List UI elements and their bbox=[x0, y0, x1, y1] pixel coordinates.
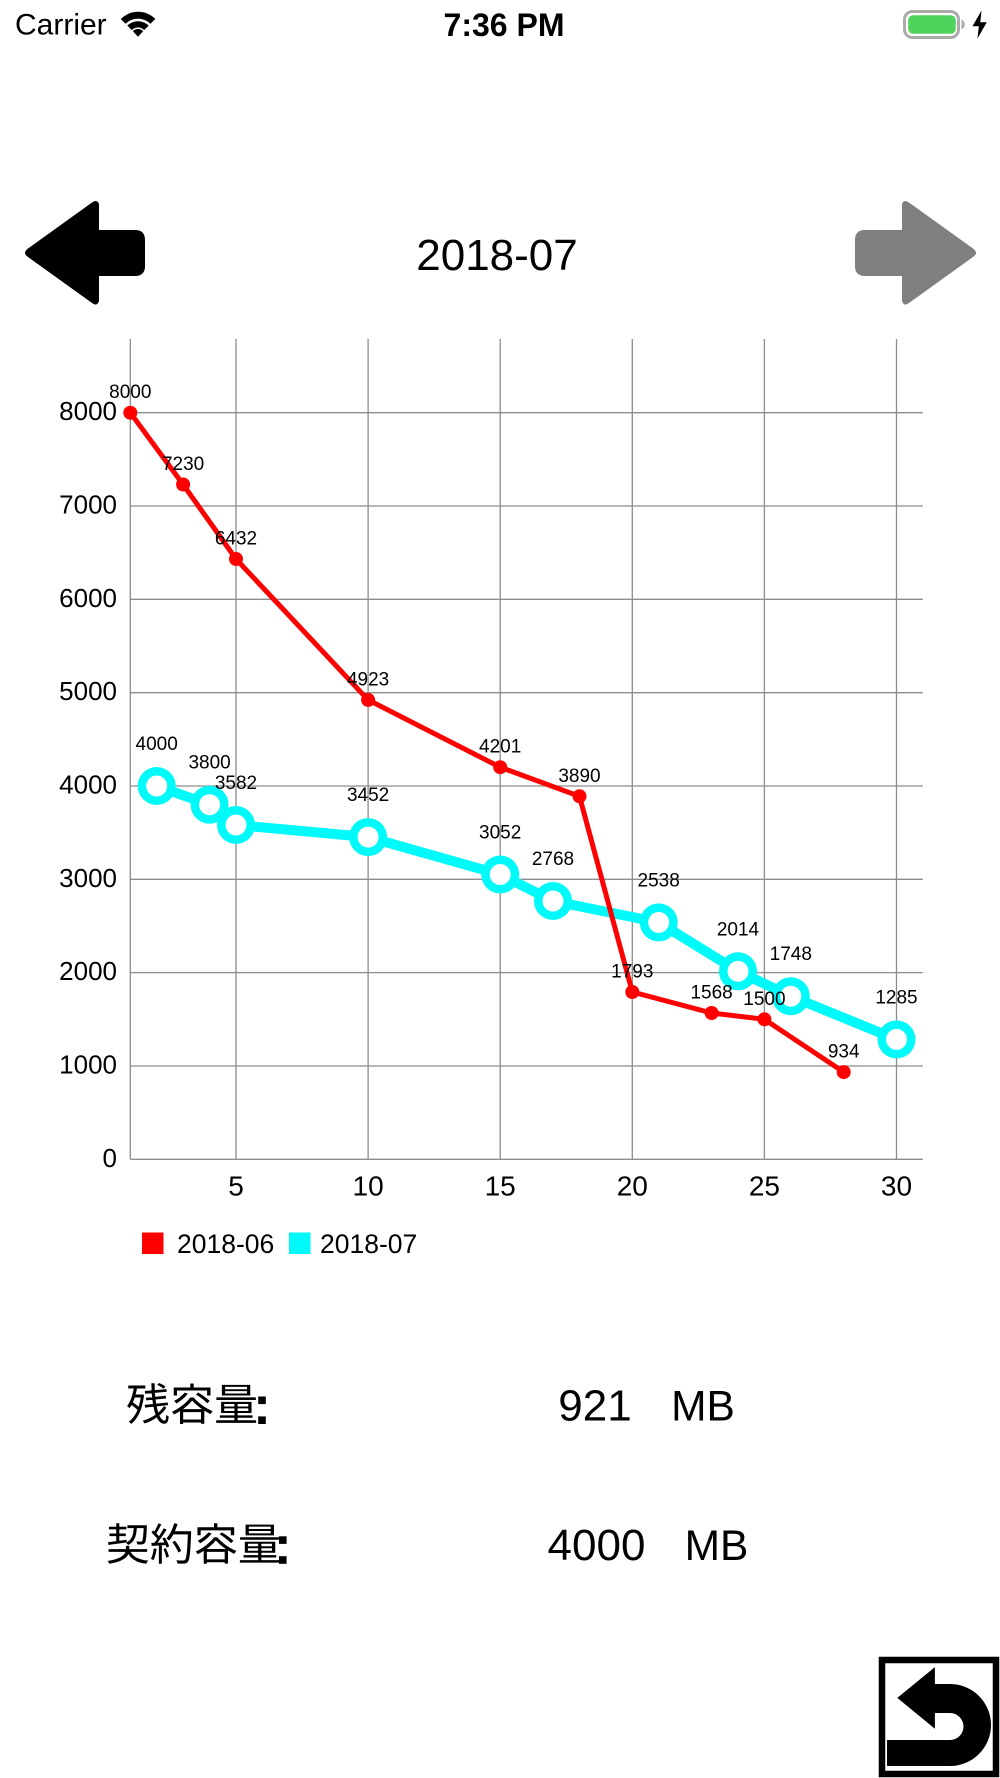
svg-text:3582: 3582 bbox=[215, 773, 257, 794]
svg-text:2768: 2768 bbox=[532, 849, 574, 870]
svg-text:4201: 4201 bbox=[479, 737, 521, 758]
svg-text:6432: 6432 bbox=[215, 529, 257, 550]
svg-text:MB: MB bbox=[685, 1523, 749, 1570]
svg-text:7000: 7000 bbox=[59, 490, 117, 520]
svg-text:15: 15 bbox=[485, 1171, 516, 1202]
svg-text:25: 25 bbox=[749, 1171, 780, 1202]
svg-text:1748: 1748 bbox=[770, 944, 812, 965]
svg-text:921: 921 bbox=[558, 1382, 631, 1431]
svg-text:2000: 2000 bbox=[59, 956, 117, 986]
svg-text:1000: 1000 bbox=[59, 1050, 117, 1080]
svg-text:3890: 3890 bbox=[558, 766, 600, 787]
svg-text:10: 10 bbox=[353, 1171, 384, 1202]
svg-text:Carrier: Carrier bbox=[15, 9, 107, 42]
svg-text:3800: 3800 bbox=[188, 753, 230, 774]
svg-text:MB: MB bbox=[671, 1384, 735, 1431]
svg-text:0: 0 bbox=[103, 1143, 117, 1173]
svg-text:5: 5 bbox=[228, 1171, 244, 1202]
svg-text:3000: 3000 bbox=[59, 863, 117, 893]
svg-text:934: 934 bbox=[828, 1042, 860, 1063]
svg-text:20: 20 bbox=[617, 1171, 648, 1202]
svg-text:1500: 1500 bbox=[743, 989, 785, 1010]
svg-text:7230: 7230 bbox=[162, 454, 204, 475]
svg-text:3052: 3052 bbox=[479, 823, 521, 844]
svg-text:7:36 PM: 7:36 PM bbox=[444, 7, 565, 43]
svg-text:4000: 4000 bbox=[136, 734, 178, 755]
svg-text:8000: 8000 bbox=[109, 382, 151, 403]
svg-text:1568: 1568 bbox=[690, 983, 732, 1004]
svg-text:2014: 2014 bbox=[717, 919, 760, 940]
svg-text:3452: 3452 bbox=[347, 785, 389, 806]
svg-text:5000: 5000 bbox=[59, 676, 117, 706]
svg-text:2018-06: 2018-06 bbox=[177, 1229, 274, 1259]
svg-text:4000: 4000 bbox=[59, 770, 117, 800]
svg-text:8000: 8000 bbox=[59, 396, 117, 426]
svg-text:6000: 6000 bbox=[59, 583, 117, 613]
svg-text:2018-07: 2018-07 bbox=[416, 231, 577, 280]
svg-text:2538: 2538 bbox=[638, 870, 680, 891]
svg-text:1793: 1793 bbox=[611, 962, 653, 983]
svg-text:4923: 4923 bbox=[347, 669, 389, 690]
svg-text:4000: 4000 bbox=[548, 1521, 646, 1570]
svg-text:30: 30 bbox=[881, 1171, 912, 1202]
svg-text:1285: 1285 bbox=[875, 987, 917, 1008]
svg-text:2018-07: 2018-07 bbox=[320, 1229, 417, 1259]
